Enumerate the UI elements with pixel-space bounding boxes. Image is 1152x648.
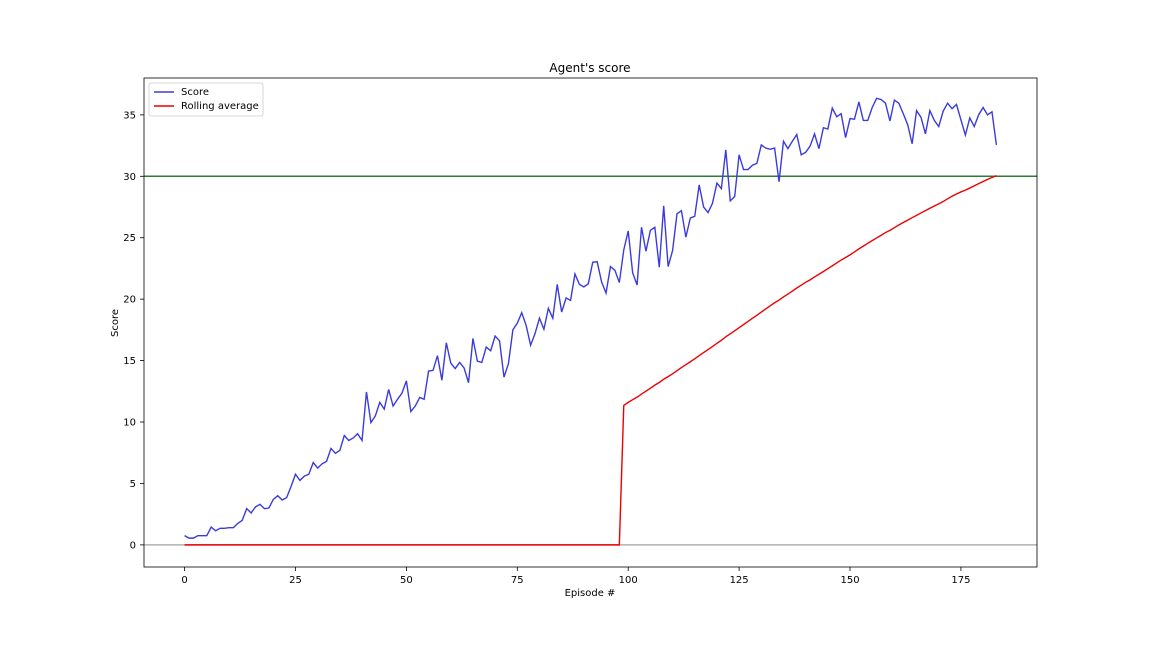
x-tick-label: 125 bbox=[730, 575, 749, 586]
y-axis-label: Score bbox=[110, 309, 121, 337]
y-tick-label: 35 bbox=[123, 110, 136, 121]
plot-frame bbox=[143, 77, 1038, 568]
x-tick-label: 0 bbox=[181, 575, 187, 586]
plot-area bbox=[144, 97, 1037, 546]
y-axis: 0 5 10 15 20 25 30 35 bbox=[123, 110, 144, 551]
y-tick-label: 15 bbox=[123, 356, 136, 367]
legend-label-rolling-average: Rolling average bbox=[181, 101, 259, 112]
y-tick-label: 30 bbox=[123, 172, 136, 183]
y-tick-label: 5 bbox=[130, 479, 136, 490]
chart-title: Agent's score bbox=[549, 61, 630, 75]
x-tick-label: 75 bbox=[511, 575, 524, 586]
y-tick-label: 0 bbox=[130, 540, 136, 551]
x-tick-label: 150 bbox=[840, 575, 859, 586]
legend-label-score: Score bbox=[181, 87, 209, 98]
x-tick-label: 175 bbox=[951, 575, 970, 586]
y-tick-label: 25 bbox=[123, 233, 136, 244]
legend: Score Rolling average bbox=[148, 82, 264, 117]
series-line-score bbox=[184, 97, 998, 539]
x-tick-label: 50 bbox=[400, 575, 413, 586]
x-tick-label: 100 bbox=[619, 575, 638, 586]
series-line-rolling-average bbox=[184, 175, 997, 546]
legend-box bbox=[148, 82, 264, 117]
x-axis: 0 25 50 75 100 125 150 175 bbox=[181, 567, 970, 586]
y-tick-label: 10 bbox=[123, 418, 136, 429]
x-axis-label: Episode # bbox=[565, 588, 616, 599]
y-tick-label: 20 bbox=[123, 295, 136, 306]
x-tick-label: 25 bbox=[289, 575, 302, 586]
